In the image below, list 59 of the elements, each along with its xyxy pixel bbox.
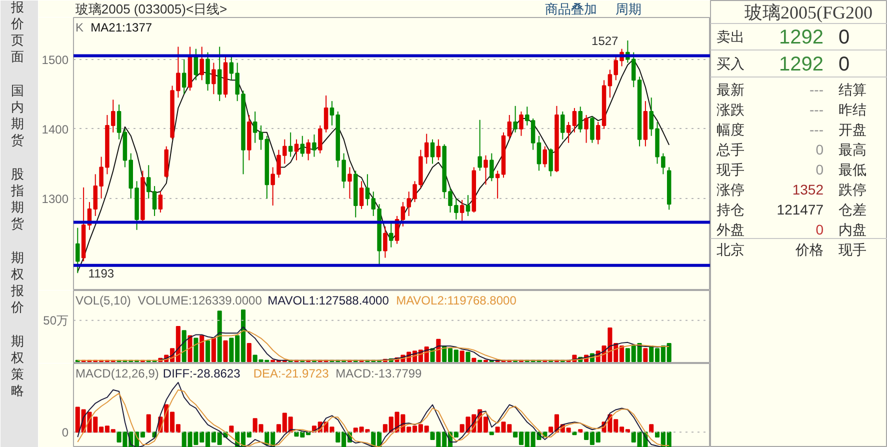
text: 最新 xyxy=(716,82,744,98)
text: 外盘 xyxy=(716,222,744,238)
text: 现手 xyxy=(838,242,866,258)
text: 昨结 xyxy=(838,102,866,118)
text: 价格 xyxy=(794,242,824,258)
legend-title: MACD(12,26,9) xyxy=(76,366,159,380)
text: MA21:1377 xyxy=(90,20,152,34)
text: 期权报价 xyxy=(10,250,24,314)
text: 1527 xyxy=(592,34,618,48)
text: 1292 xyxy=(779,54,824,76)
text: DEA:-21.9723 xyxy=(253,366,330,380)
text: MAVOL2:119768.8000 xyxy=(396,294,517,308)
chart-title: 玻璃2005 (033005)<日线> xyxy=(75,2,228,16)
text: MACD:-13.7799 xyxy=(336,366,422,380)
text: 开盘 xyxy=(838,122,866,138)
y-tick-label: 1500 xyxy=(42,52,69,67)
text: 最高 xyxy=(838,142,866,158)
ref-line-label: 0 xyxy=(62,426,69,440)
text: 0 xyxy=(816,162,824,178)
text: 国内期货 xyxy=(11,82,24,148)
text: 0 xyxy=(816,142,824,158)
text: 1352 xyxy=(792,182,824,198)
text: 涨停 xyxy=(716,182,744,198)
y-tick-label: 1400 xyxy=(42,122,69,136)
text: 玻璃2005(FG200 xyxy=(744,2,873,22)
text: 持仓 xyxy=(716,202,744,218)
text: VOLUME:126339.0000 xyxy=(138,294,262,308)
text: 1193 xyxy=(88,266,114,281)
text: 周期 xyxy=(615,2,642,16)
text: --- xyxy=(810,102,824,118)
text: 幅度 xyxy=(716,122,744,138)
text: 最低 xyxy=(838,162,866,178)
text: 总手 xyxy=(716,142,744,158)
text: 涨跌 xyxy=(716,102,744,118)
text: 卖出 xyxy=(716,28,744,44)
y-tick-label: 1300 xyxy=(42,192,69,206)
text: 报价页面 xyxy=(10,0,24,64)
text: 结算 xyxy=(838,82,866,98)
text: 现手 xyxy=(716,162,744,178)
text: 商品叠加 xyxy=(544,2,597,16)
text: --- xyxy=(810,122,824,138)
text: 121477 xyxy=(776,202,824,218)
text: 内盘 xyxy=(838,222,866,238)
text: --- xyxy=(810,82,824,98)
text: 跌停 xyxy=(838,182,866,198)
text: 仓差 xyxy=(838,202,866,218)
text: 0 xyxy=(838,54,850,76)
text: 1292 xyxy=(779,26,824,48)
series-label: DIFF:-28.8623 xyxy=(162,366,241,380)
text: 期权策略 xyxy=(10,333,24,398)
text: 股指期货 xyxy=(10,166,24,231)
text: 0 xyxy=(816,222,824,238)
text: 0 xyxy=(838,26,850,48)
text: MAVOL1:127588.4000 xyxy=(268,294,390,308)
text: 北京 xyxy=(716,242,744,258)
text: 买入 xyxy=(716,56,744,72)
legend-title: K xyxy=(76,20,84,34)
legend-title: VOL(5,10) xyxy=(76,294,131,308)
ref-line-label: 50万 xyxy=(43,313,69,328)
